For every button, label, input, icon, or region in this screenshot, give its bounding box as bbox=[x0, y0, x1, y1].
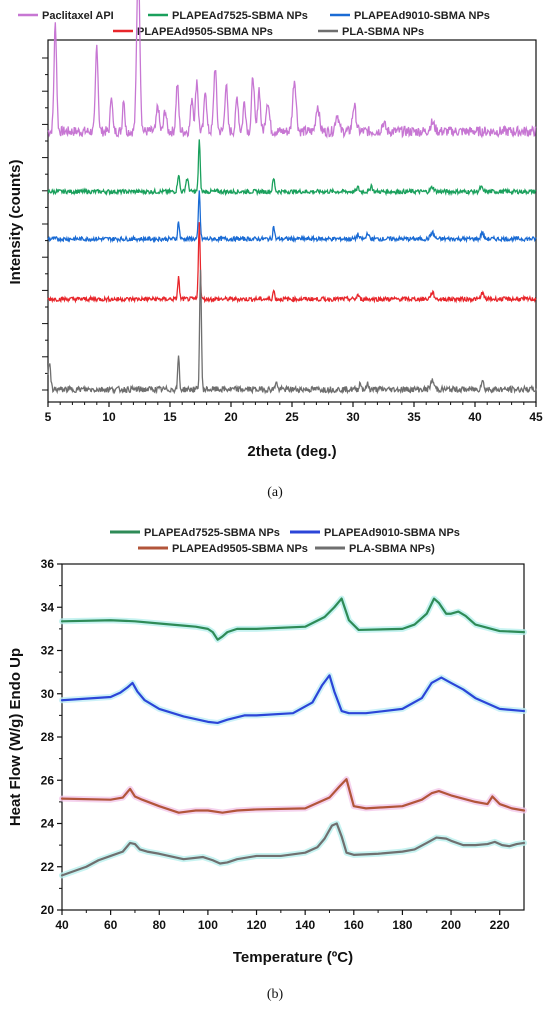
x-axis-b: 40 60 80 100 120 140 160 180 200 220 bbox=[55, 910, 510, 932]
legend-label-plapead9010: PLAPEAd9010-SBMA NPs bbox=[354, 10, 490, 22]
dsc-line-3 bbox=[60, 822, 526, 877]
y-tick-label-b: 20 bbox=[41, 903, 55, 917]
x-tick-label-a: 25 bbox=[285, 410, 299, 424]
x-tick-label-a: 15 bbox=[163, 410, 177, 424]
x-axis-title-a: 2theta (deg.) bbox=[247, 443, 336, 460]
y-ticks-a bbox=[42, 57, 48, 391]
x-tick-label-a: 45 bbox=[529, 410, 543, 424]
x-tick-label-b: 100 bbox=[198, 918, 218, 932]
x-tick-label-b: 180 bbox=[392, 918, 412, 932]
x-tick-label-b: 140 bbox=[295, 918, 315, 932]
dsc-line-2 bbox=[60, 778, 526, 814]
y-tick-label-b: 28 bbox=[41, 730, 55, 744]
x-tick-label-a: 35 bbox=[407, 410, 421, 424]
y-tick-label-b: 32 bbox=[41, 644, 55, 658]
x-tick-label-a: 30 bbox=[346, 410, 360, 424]
dsc-halo-3 bbox=[59, 820, 527, 879]
xrd-panel: Paclitaxel API PLAPEAd7525-SBMA NPs PLAP… bbox=[7, 0, 543, 500]
y-axis-title-b: Heat Flow (W/g) Endo Up bbox=[7, 648, 24, 826]
x-tick-label-b: 40 bbox=[55, 918, 69, 932]
dsc-halo-1 bbox=[59, 672, 527, 726]
xrd-line-3 bbox=[47, 222, 537, 304]
x-axis-a: 5 10 15 20 25 30 35 40 45 bbox=[45, 402, 543, 424]
xrd-line-1 bbox=[47, 139, 537, 197]
panel-caption-a: (a) bbox=[267, 485, 283, 500]
legend-label-paclitaxel-api: Paclitaxel API bbox=[42, 10, 114, 22]
legend-label-pla-sbma: PLA-SBMA NPs bbox=[342, 26, 424, 38]
y-tick-label-b: 22 bbox=[41, 860, 55, 874]
x-tick-label-b: 120 bbox=[247, 918, 267, 932]
legend-a: Paclitaxel API PLAPEAd7525-SBMA NPs PLAP… bbox=[18, 10, 490, 38]
series-lines-a bbox=[47, 0, 537, 395]
x-tick-label-b: 60 bbox=[104, 918, 118, 932]
xrd-line-0 bbox=[47, 0, 537, 139]
legend-label-b-plapead7525: PLAPEAd7525-SBMA NPs bbox=[144, 527, 280, 539]
x-tick-label-b: 220 bbox=[490, 918, 510, 932]
x-tick-label-a: 40 bbox=[468, 410, 482, 424]
legend-label-b-pla-sbma: PLA-SBMA NPs) bbox=[349, 543, 435, 555]
plot-frame-b bbox=[61, 563, 525, 911]
legend-label-plapead7525: PLAPEAd7525-SBMA NPs bbox=[172, 10, 308, 22]
x-tick-label-a: 10 bbox=[102, 410, 116, 424]
y-tick-label-b: 30 bbox=[41, 687, 55, 701]
x-tick-label-b: 200 bbox=[441, 918, 461, 932]
legend-b: PLAPEAd7525-SBMA NPs PLAPEAd9010-SBMA NP… bbox=[110, 527, 460, 555]
x-tick-label-a: 20 bbox=[224, 410, 238, 424]
legend-label-b-plapead9010: PLAPEAd9010-SBMA NPs bbox=[324, 527, 460, 539]
plot-frame-a bbox=[47, 39, 537, 403]
x-tick-label-a: 5 bbox=[45, 410, 52, 424]
dsc-halo-0 bbox=[59, 595, 527, 643]
y-axis-b: 20 22 24 26 28 30 32 34 36 bbox=[41, 557, 62, 917]
series-lines-b bbox=[59, 595, 527, 879]
dsc-line-0 bbox=[60, 597, 526, 641]
x-tick-label-b: 80 bbox=[153, 918, 167, 932]
x-axis-title-b: Temperature (ºC) bbox=[233, 949, 353, 966]
y-axis-title-a: Intensity (counts) bbox=[7, 159, 24, 284]
xrd-line-2 bbox=[47, 190, 537, 244]
y-tick-label-b: 24 bbox=[41, 817, 55, 831]
legend-label-plapead9505: PLAPEAd9505-SBMA NPs bbox=[137, 26, 273, 38]
y-tick-label-b: 34 bbox=[41, 600, 55, 614]
y-tick-label-b: 26 bbox=[41, 773, 55, 787]
x-tick-label-b: 160 bbox=[344, 918, 364, 932]
xrd-line-4 bbox=[47, 269, 537, 395]
panel-caption-b: (b) bbox=[267, 987, 284, 1002]
y-tick-label-b: 36 bbox=[41, 557, 55, 571]
legend-label-b-plapead9505: PLAPEAd9505-SBMA NPs bbox=[172, 543, 308, 555]
dsc-panel: PLAPEAd7525-SBMA NPs PLAPEAd9010-SBMA NP… bbox=[7, 527, 527, 1002]
dsc-line-1 bbox=[60, 674, 526, 725]
